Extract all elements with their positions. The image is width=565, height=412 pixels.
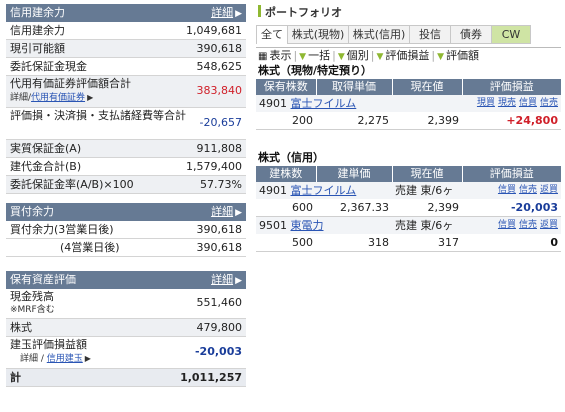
margin-row-collateral: 代用有価証券評価額合計 詳細/代用有価証券 ▶ 383,840 [6, 76, 246, 108]
action-margin-buy[interactable]: 信買 [518, 98, 537, 108]
table-row: 9501 東電力 売建 東/6ヶ 信買 信売 返買 [256, 216, 561, 234]
left-column: 信用建余力 詳細 ▶ 信用建余力 1,049,681 現引可能額 390,618 委託… [6, 4, 246, 396]
filter-pl[interactable]: 評価損益 [385, 49, 430, 62]
margin-capacity-title: 信用建余力 [10, 6, 65, 19]
chevron-right-icon: ▶ [235, 208, 242, 218]
trade-actions: 信買 信売 返買 [462, 216, 561, 234]
grid-icon: ▦ [258, 51, 268, 62]
tab-cw[interactable]: CW [491, 25, 531, 44]
action-cash-buy[interactable]: 現買 [476, 98, 495, 108]
tab-cash-stocks[interactable]: 株式(現物) [287, 25, 348, 44]
action-margin-sell[interactable]: 信売 [518, 220, 537, 230]
positions-sublink: 詳細 / 信用建玉 ▶ [20, 354, 91, 364]
tab-all[interactable]: 全て [256, 25, 287, 44]
assets-row-stocks: 株式 479,800 [6, 319, 246, 337]
chevron-right-icon: ▶ [235, 9, 242, 19]
table-header: 保有株数 取得単価 現在値 評価損益 [256, 79, 561, 95]
buying-row: (4営業日後) 390,618 [6, 239, 246, 257]
trade-actions: 現買 現売 信買 信売 [462, 95, 561, 112]
margin-row: 現引可能額 390,618 [6, 40, 246, 58]
action-margin-buy[interactable]: 信買 [497, 185, 516, 195]
margin-row: 実質保証金(A) 911,808 [6, 140, 246, 158]
triangle-down-icon: ▼ [376, 52, 384, 62]
action-margin-sell[interactable]: 信売 [518, 185, 537, 195]
margin-section-title: 株式（信用） [258, 151, 324, 164]
margin-capacity-detail-link[interactable]: 詳細 ▶ [211, 4, 242, 23]
portfolio-column: ポートフォリオ 全て 株式(現物) 株式(信用) 投信 債券 CW ▦ 表示 | ▼ 一… [256, 4, 561, 252]
assets-row-cash: 現金残高 ※MRF含む 551,460 [6, 289, 246, 319]
collateral-securities-link[interactable]: 代用有価証券 [31, 93, 86, 103]
stock-link-tepco[interactable]: 東電力 [290, 219, 324, 232]
action-margin-sell[interactable]: 信売 [539, 98, 558, 108]
buying-power-header: 買付余力 詳細 ▶ [6, 203, 246, 221]
margin-capacity-header: 信用建余力 詳細 ▶ [6, 4, 246, 22]
margin-row: 委託保証金現金 548,625 [6, 58, 246, 76]
table-header: 建株数 建単価 現在値 評価損益 [256, 166, 561, 182]
tab-bonds[interactable]: 債券 [450, 25, 491, 44]
triangle-down-icon: ▼ [437, 52, 445, 62]
margin-row: 建代金合計(B) 1,579,400 [6, 158, 246, 176]
collateral-label: 代用有価証券評価額合計 [10, 77, 131, 90]
losses-label: 評価損・決済損・支払諸経費等合計 [10, 109, 186, 122]
filter-bulk[interactable]: 一括 [308, 49, 331, 62]
chevron-right-icon: ▶ [87, 93, 94, 102]
buying-row: 買付余力(3営業日後) 390,618 [6, 221, 246, 239]
assets-row-positions: 建玉評価損益額 詳細 / 信用建玉 ▶ -20,003 [6, 337, 246, 369]
action-close-buy[interactable]: 返買 [539, 185, 558, 195]
tab-funds[interactable]: 投信 [409, 25, 450, 44]
table-row: 4901 富士フイルム 売建 東/6ヶ 信買 信売 返買 [256, 182, 561, 199]
filter-individual[interactable]: 個別 [346, 49, 369, 62]
action-cash-sell[interactable]: 現売 [497, 98, 516, 108]
assets-panel: 保有資産評価 詳細 ▶ 現金残高 ※MRF含む 551,460 株式 479,800… [6, 271, 246, 387]
chevron-right-icon: ▶ [84, 354, 91, 363]
margin-row: 委託保証金率(A/B)×100 57.73% [6, 176, 246, 194]
display-label: 表示 [269, 49, 292, 62]
assets-title: 保有資産評価 [10, 273, 76, 286]
margin-row: 信用建余力 1,049,681 [6, 22, 246, 40]
chevron-right-icon: ▶ [235, 276, 242, 286]
assets-total-row: 計 1,011,257 [6, 369, 246, 387]
stock-link-fujifilm[interactable]: 富士フイルム [290, 184, 357, 197]
triangle-down-icon: ▼ [299, 52, 307, 62]
buying-power-detail-link[interactable]: 詳細 ▶ [211, 203, 242, 222]
cash-holdings-table: 保有株数 取得単価 現在値 評価損益 4901 富士フイルム 現買 現売 信買 信売 … [256, 79, 561, 130]
losses-value: -20,657 [199, 116, 242, 129]
table-row: 500 318 317 0 [256, 234, 561, 252]
trade-actions: 信買 信売 返買 [462, 182, 561, 199]
assets-header: 保有資産評価 詳細 ▶ [6, 271, 246, 289]
portfolio-title: ポートフォリオ [256, 4, 561, 22]
action-margin-buy[interactable]: 信買 [497, 220, 516, 230]
assets-detail-link[interactable]: 詳細 ▶ [211, 271, 242, 290]
collateral-value: 383,840 [196, 84, 243, 97]
portfolio-tabs: 全て 株式(現物) 株式(信用) 投信 債券 CW [256, 25, 561, 44]
margin-holdings-table: 建株数 建単価 現在値 評価損益 4901 富士フイルム 売建 東/6ヶ 信買信… [256, 166, 561, 252]
table-row: 200 2,275 2,399 +24,800 [256, 112, 561, 130]
filter-valuation[interactable]: 評価額 [446, 49, 480, 62]
stock-link-fujifilm[interactable]: 富士フイルム [290, 97, 357, 110]
portfolio-filters: ▦ 表示 | ▼ 一括 | ▼ 個別 | ▼ 評価損益 | ▼ 評価額 [256, 47, 561, 63]
buying-power-title: 買付余力 [10, 205, 54, 218]
triangle-down-icon: ▼ [337, 52, 345, 62]
action-close-buy[interactable]: 返買 [539, 220, 558, 230]
table-row: 4901 富士フイルム 現買 現売 信買 信売 [256, 95, 561, 112]
margin-positions-link[interactable]: 信用建玉 [46, 354, 83, 364]
title-bar-icon [258, 5, 261, 17]
cash-section-title: 株式（現物/特定預り） [258, 64, 373, 77]
table-row: 600 2,367.33 2,399 -20,003 [256, 199, 561, 217]
margin-capacity-panel: 信用建余力 詳細 ▶ 信用建余力 1,049,681 現引可能額 390,618 委託… [6, 4, 246, 194]
buying-power-panel: 買付余力 詳細 ▶ 買付余力(3営業日後) 390,618 (4営業日後) 390,6… [6, 203, 246, 257]
collateral-sublink: 詳細/代用有価証券 ▶ [10, 93, 94, 103]
tab-margin-stocks[interactable]: 株式(信用) [348, 25, 409, 44]
margin-row-losses: 評価損・決済損・支払諸経費等合計 -20,657 [6, 108, 246, 140]
